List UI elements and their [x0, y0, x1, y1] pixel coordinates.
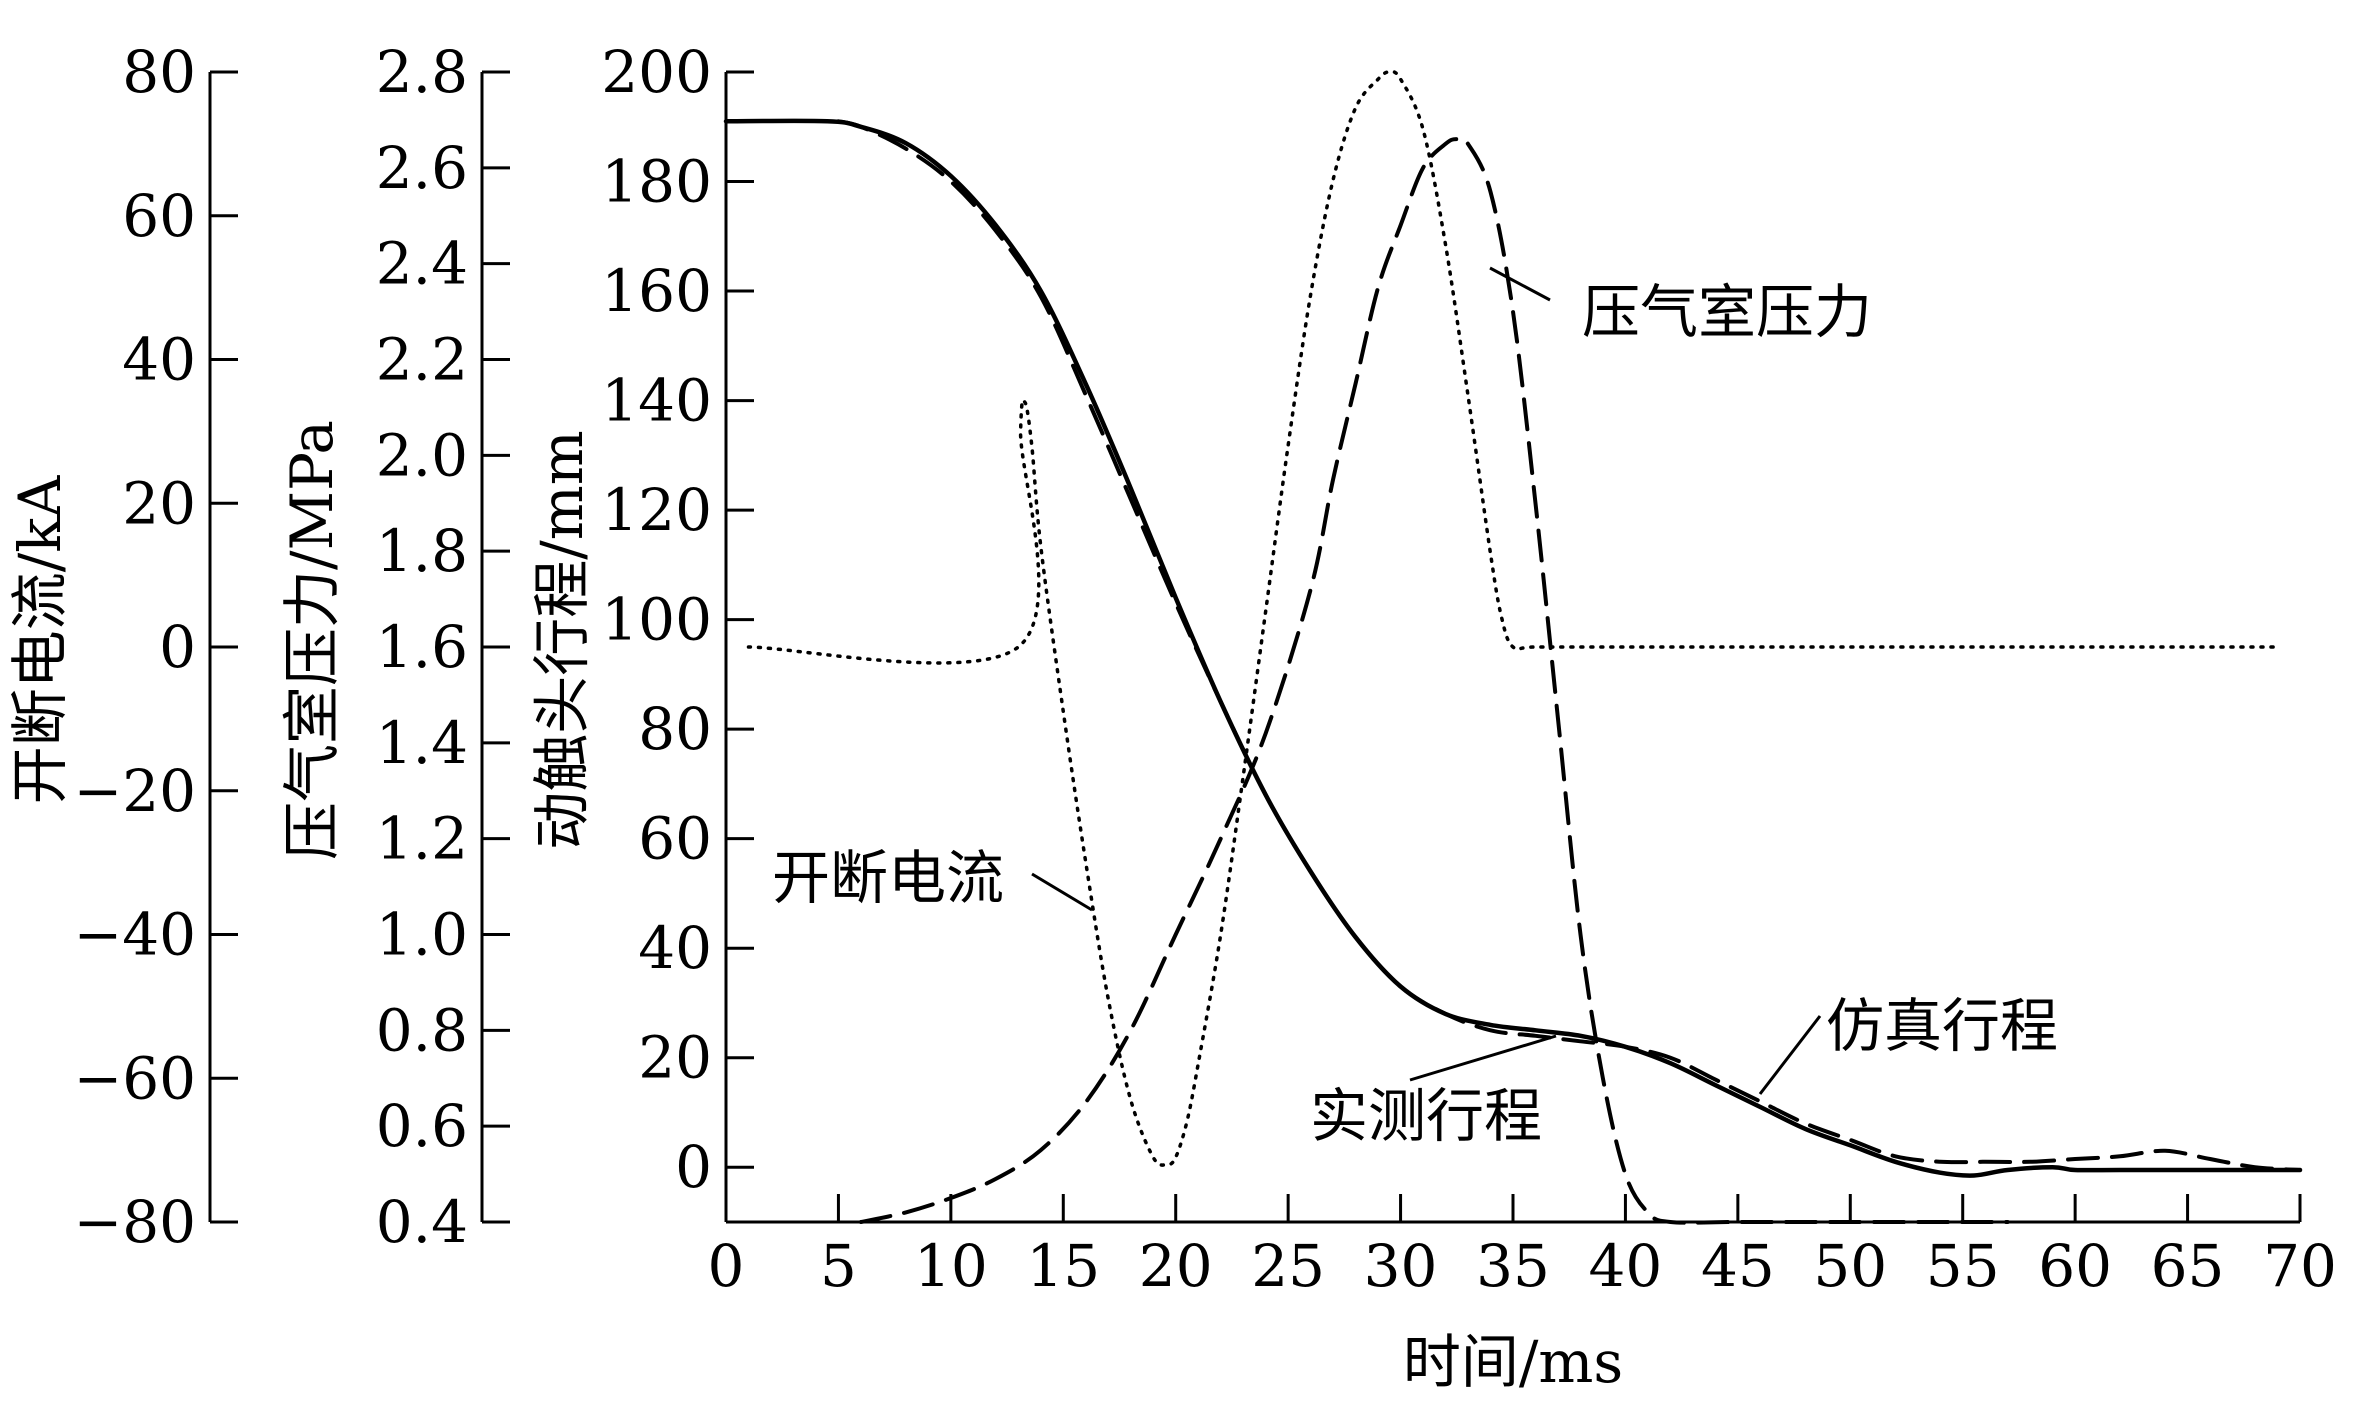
travel-tick-label: 140: [601, 367, 712, 435]
pressure-tick-label: 2.6: [376, 134, 468, 202]
travel-tick-label: 120: [601, 476, 712, 544]
annotation-leader: [1489, 266, 1551, 302]
current-axis-title: 开断电流/kA: [6, 475, 74, 805]
x-tick-label: 25: [1251, 1232, 1325, 1300]
travel-axis-title: 动触头行程/mm: [528, 430, 596, 850]
travel-tick-label: 20: [638, 1024, 712, 1092]
annotation-label: 开断电流: [772, 844, 1004, 912]
x-tick-label: 60: [2038, 1232, 2112, 1300]
x-tick-label: 45: [1701, 1232, 1775, 1300]
annotation-label: 压气室压力: [1582, 278, 1872, 346]
travel-tick-label: 40: [638, 914, 712, 982]
annotation-leader: [1031, 872, 1093, 912]
annotation-leader: [1758, 1015, 1822, 1095]
x-tick-label: 55: [1926, 1232, 2000, 1300]
pressure-tick-label: 0.8: [376, 996, 468, 1064]
current-tick-label: 80: [122, 38, 196, 106]
travel-tick-label: 160: [601, 257, 712, 325]
x-tick-label: 0: [708, 1232, 745, 1300]
current-tick-label: −80: [74, 1188, 196, 1256]
travel-tick-label: 80: [638, 695, 712, 763]
travel-tick-label: 180: [601, 148, 712, 216]
x-tick-label: 10: [914, 1232, 988, 1300]
x-tick-label: 30: [1364, 1232, 1438, 1300]
pressure-tick-label: 2.4: [376, 230, 468, 298]
pressure-tick-label: 1.0: [376, 901, 468, 969]
pressure-tick-label: 1.8: [376, 517, 468, 585]
current-tick-label: −40: [74, 901, 196, 969]
annotation-label: 实测行程: [1310, 1082, 1542, 1150]
travel-tick-label: 0: [675, 1133, 712, 1201]
current-tick-label: 40: [122, 326, 196, 394]
travel-tick-label: 200: [601, 38, 712, 106]
x-tick-label: 70: [2263, 1232, 2337, 1300]
x-tick-label: 40: [1589, 1232, 1663, 1300]
pressure-tick-label: 2.8: [376, 38, 468, 106]
current-tick-label: 0: [159, 613, 196, 681]
x-tick-label: 5: [820, 1232, 857, 1300]
current-tick-label: 20: [122, 469, 196, 537]
series-line-0: [723, 118, 2303, 1178]
pressure-tick-label: 1.4: [376, 709, 468, 777]
current-tick-label: 60: [122, 182, 196, 250]
pressure-tick-label: 1.6: [376, 613, 468, 681]
pressure-axis-title: 压气室压力/MPa: [278, 420, 346, 860]
pressure-tick-label: 2.2: [376, 326, 468, 394]
current-tick-label: −60: [74, 1044, 196, 1112]
x-tick-label: 50: [1813, 1232, 1887, 1300]
travel-tick-label: 60: [638, 805, 712, 873]
pressure-tick-label: 2.0: [376, 421, 468, 489]
current-tick-label: −20: [74, 757, 196, 825]
pressure-tick-label: 0.6: [376, 1092, 468, 1160]
pressure-tick-label: 0.4: [376, 1188, 468, 1256]
x-tick-label: 65: [2151, 1232, 2225, 1300]
series-line-1: [836, 119, 2302, 1172]
x-tick-label: 35: [1476, 1232, 1550, 1300]
travel-tick-label: 100: [601, 586, 712, 654]
x-tick-label: 20: [1139, 1232, 1213, 1300]
series-line-2: [858, 136, 2010, 1225]
x-tick-label: 15: [1026, 1232, 1100, 1300]
annotation-leader: [1409, 1034, 1557, 1082]
x-axis-title: 时间/ms: [1403, 1328, 1623, 1396]
pressure-tick-label: 1.2: [376, 805, 468, 873]
annotation-label: 仿真行程: [1826, 992, 2058, 1060]
